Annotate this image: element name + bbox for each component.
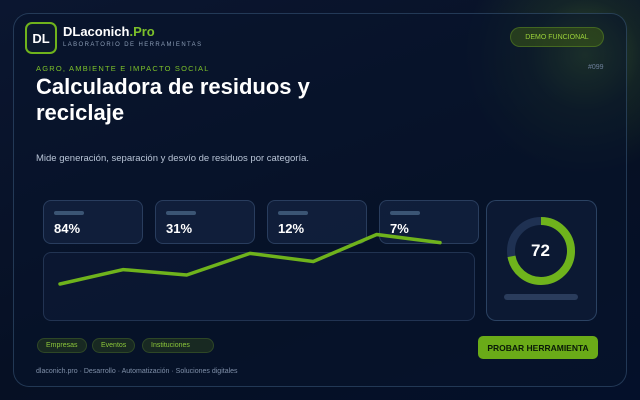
page-description: Mide generación, separación y desvío de …: [36, 153, 310, 164]
try-tool-button[interactable]: PROBAR HERRAMIENTA: [478, 336, 598, 359]
gauge-value: 72: [531, 241, 550, 260]
stat-label-placeholder: [166, 211, 196, 215]
stat-label-placeholder: [54, 211, 84, 215]
category-eyebrow: AGRO, AMBIENTE E IMPACTO SOCIAL: [36, 64, 210, 73]
brand-subtitle: LABORATORIO DE HERRAMIENTAS: [63, 42, 203, 48]
logo: DL: [25, 22, 57, 54]
tag-instituciones: Instituciones: [142, 338, 214, 353]
stat-card-2: 31%: [155, 200, 255, 244]
stat-label-placeholder: [390, 211, 420, 215]
logo-text: DL: [32, 30, 50, 46]
stat-value: 7%: [390, 221, 409, 236]
brand-name-main: DLaconich: [63, 24, 130, 39]
tag-empresas: Empresas: [37, 338, 87, 353]
tool-code: #099: [588, 64, 604, 71]
stat-card-1: 84%: [43, 200, 143, 244]
tag-eventos: Eventos: [92, 338, 136, 353]
stat-label-placeholder: [278, 211, 308, 215]
footer-links: dlaconich.pro · Desarrollo · Automatizac…: [36, 368, 238, 375]
stat-card-3: 12%: [267, 200, 367, 244]
page-title: Calculadora de residuos y reciclaje: [36, 74, 310, 125]
stat-value: 12%: [278, 221, 305, 236]
demo-badge: DEMO FUNCIONAL: [510, 27, 604, 47]
brand-name-accent: .Pro: [129, 24, 155, 39]
gauge-caption-placeholder: [504, 294, 578, 300]
trend-line: [58, 232, 442, 286]
gauge-progress: [507, 217, 575, 285]
trend-chart-panel: [43, 252, 475, 321]
brand-name: DLaconich.Pro: [63, 24, 155, 39]
stat-value: 31%: [166, 221, 193, 236]
stat-value: 84%: [54, 221, 81, 236]
